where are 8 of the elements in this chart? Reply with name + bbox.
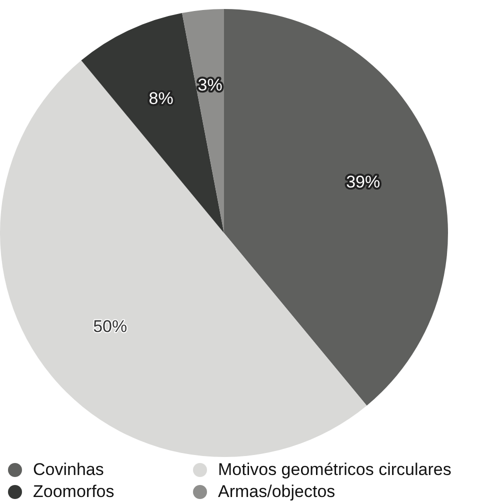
- legend-label: Armas/objectos: [218, 482, 336, 502]
- legend-label: Covinhas: [33, 460, 104, 480]
- data-label: 3%: [198, 76, 222, 95]
- data-label: 8%: [148, 88, 174, 108]
- legend-label: Motivos geométricos circulares: [218, 460, 452, 480]
- data-label: 39%: [346, 172, 380, 192]
- data-label: 50%: [93, 316, 128, 336]
- legend-label: Zoomorfos: [33, 482, 114, 502]
